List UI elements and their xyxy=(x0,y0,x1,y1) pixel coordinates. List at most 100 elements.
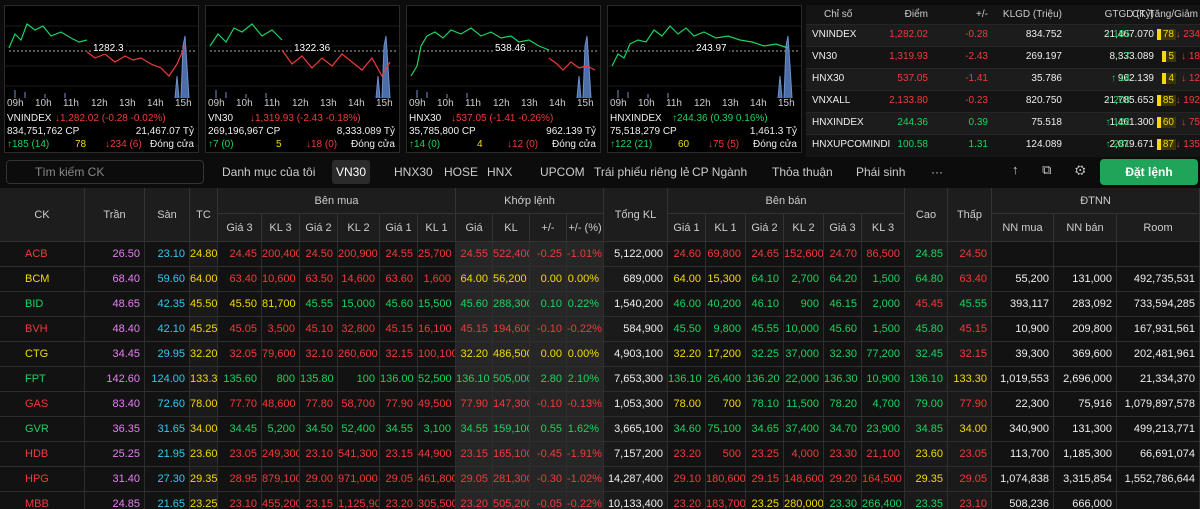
board-cell: 21,100 xyxy=(862,442,905,467)
board-cell: 23.30 xyxy=(824,442,862,467)
index-table-cell: 1,461.300 xyxy=(1109,117,1155,128)
market-tab[interactable]: Trái phiếu riêng lẻ xyxy=(594,165,690,179)
market-tab[interactable]: HOSE xyxy=(444,165,479,179)
board-cell xyxy=(1117,492,1200,509)
board-cell: 260,600 xyxy=(338,342,380,367)
board-cell: 75,916 xyxy=(1054,392,1117,417)
market-tab[interactable]: Phái sinh xyxy=(856,165,906,179)
board-cell: 29.35 xyxy=(190,467,218,492)
index-table-cell: ↑ 281 xyxy=(1105,139,1130,150)
index-line-up xyxy=(8,23,88,49)
market-tab[interactable]: HNX xyxy=(487,165,513,179)
index-table-cell: ↓ 18 xyxy=(1181,51,1200,62)
time-label: 09h xyxy=(7,98,24,109)
board-cell: 23.15 xyxy=(456,442,493,467)
column-header: Room xyxy=(1117,214,1200,242)
index-table-row[interactable]: HNXUPCOMINDI 100.58 1.31 124.089 2,079.671 ↑ … xyxy=(806,134,1200,157)
board-cell: 147,300 xyxy=(493,392,530,417)
board-cell: -0.45 xyxy=(530,442,567,467)
board-cell: -0.13% xyxy=(567,392,604,417)
board-cell: 23.20 xyxy=(668,492,706,509)
market-tab[interactable]: UPCOM xyxy=(540,165,585,179)
time-label: 10h xyxy=(638,98,655,109)
board-cell: 78.00 xyxy=(190,392,218,417)
index-table-row[interactable]: VNINDEX 1,282.02 -0.28 834.752 21,467.070 ↑ 1… xyxy=(806,24,1200,47)
column-header: Thấp xyxy=(948,188,992,242)
search-box[interactable]: Tìm kiếm CK xyxy=(6,160,204,184)
index-table-cell: ↑ 14 xyxy=(1111,73,1130,84)
board-cell: 541,300 xyxy=(338,442,380,467)
board-cell: 3,315,854 xyxy=(1054,467,1117,492)
board-cell: 159,100 xyxy=(493,417,530,442)
board-cell: CTG xyxy=(0,342,85,367)
board-cell: 45.45 xyxy=(905,292,948,317)
order-button[interactable]: Đặt lệnh xyxy=(1100,159,1198,185)
board-cell: 29.05 xyxy=(948,467,992,492)
column-header: NN mua xyxy=(992,214,1054,242)
index-table-row[interactable]: HNX30 537.05 -1.41 35.786 962.139 ↑ 14 4 ↓ 12 xyxy=(806,68,1200,91)
board-cell: 164,500 xyxy=(862,467,905,492)
panel-down: ↓12 (0) xyxy=(507,139,539,150)
index-table-cell: 1.31 xyxy=(968,139,988,150)
board-cell: 23.05 xyxy=(218,442,262,467)
board-cell: 23.15 xyxy=(300,492,338,509)
index-table-cell: ↑ 7 xyxy=(1116,51,1130,62)
column-header: Giá 3 xyxy=(824,214,862,242)
time-label: 14h xyxy=(750,98,767,109)
board-cell: 21.65 xyxy=(145,492,190,509)
board-cell: 124.00 xyxy=(145,367,190,392)
board-cell: 167,931,561 xyxy=(1117,317,1200,342)
panel-flat: 5 xyxy=(276,139,282,150)
index-table-cell: 75.518 xyxy=(1031,117,1062,128)
market-tab[interactable]: ··· xyxy=(931,165,943,179)
board-cell: 10,900 xyxy=(862,367,905,392)
board-cell: 4,903,100 xyxy=(604,342,668,367)
market-tab[interactable]: Danh mục của tôi xyxy=(222,165,316,179)
board-cell: 45.05 xyxy=(218,317,262,342)
board-cell: 508,236 xyxy=(992,492,1054,509)
board-cell: 29.10 xyxy=(668,467,706,492)
board-cell: 971,000 xyxy=(338,467,380,492)
board-cell: 200,400 xyxy=(262,242,300,267)
market-tab[interactable]: HNX30 xyxy=(394,165,433,179)
board-cell: 45.15 xyxy=(948,317,992,342)
board-cell: 1,500 xyxy=(862,267,905,292)
board-cell: 280,000 xyxy=(784,492,824,509)
market-tab[interactable]: VN30 xyxy=(332,160,371,184)
index-line-up xyxy=(410,27,550,77)
column-header: +/- (%) xyxy=(567,214,604,242)
board-cell: 3,500 xyxy=(262,317,300,342)
board-cell: 63.40 xyxy=(948,267,992,292)
volume-bars xyxy=(14,35,190,98)
index-table-cell: 2,133.80 xyxy=(889,95,928,106)
board-cell: 34.55 xyxy=(456,417,493,442)
board-cell: 1,019,553 xyxy=(992,367,1054,392)
board-cell: 64.00 xyxy=(456,267,493,292)
column-header: KL 1 xyxy=(706,214,746,242)
index-line-down xyxy=(548,57,596,71)
index-table-cell: ↑ 185 xyxy=(1105,29,1130,40)
index-table-row[interactable]: HNXINDEX 244.36 0.39 75.518 1,461.300 ↑ 122 60… xyxy=(806,112,1200,135)
index-table-row[interactable]: VNXALL 2,133.80 -0.23 820.750 21,785.653 ↑ 20… xyxy=(806,90,1200,113)
volume-bars xyxy=(416,35,592,98)
index-table-cell: -0.28 xyxy=(965,29,988,40)
index-table-cell: 21,785.653 xyxy=(1103,95,1154,106)
index-table-header: +/- xyxy=(976,9,988,20)
board-cell: 733,594,285 xyxy=(1117,292,1200,317)
column-header: Sàn xyxy=(145,188,190,242)
index-table-row[interactable]: VN30 1,319.93 -2.43 269.197 8,333.089 ↑ 7 5 ↓ 1… xyxy=(806,46,1200,69)
board-cell: -1.01% xyxy=(567,242,604,267)
board-cell: 131,300 xyxy=(1054,417,1117,442)
panel-flat: 78 xyxy=(75,139,87,150)
market-tab[interactable]: CP Ngành xyxy=(692,165,748,179)
board-cell: 455,200 xyxy=(262,492,300,509)
board-cell xyxy=(1054,242,1117,267)
market-tab[interactable]: Thỏa thuận xyxy=(772,165,833,179)
board-cell: 34.45 xyxy=(218,417,262,442)
panel-name: VNINDEX xyxy=(7,113,52,124)
board-cell: 45.55 xyxy=(746,317,784,342)
board-cell: 3,665,100 xyxy=(604,417,668,442)
board-cell: 24.50 xyxy=(948,242,992,267)
reference-level: 243.97 xyxy=(694,43,729,54)
